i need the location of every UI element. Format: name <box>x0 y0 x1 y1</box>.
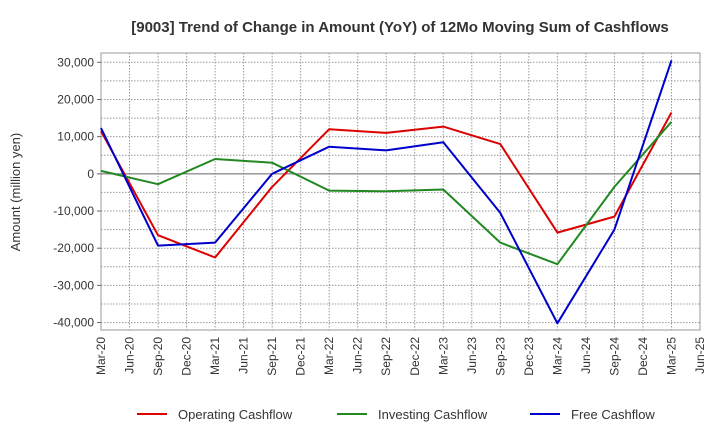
y-tick-label: 0 <box>87 167 94 181</box>
x-tick-label: Dec-22 <box>408 337 422 376</box>
plot-area: Mar-20 Jun-20 Sep-20 Dec-20 Mar-21 Jun-21 Sep-… <box>53 52 707 376</box>
x-tick-label: Jun-25 <box>693 337 707 374</box>
y-axis-label: Amount (million yen) <box>8 133 23 252</box>
x-tick-label: Sep-24 <box>607 337 621 376</box>
x-tick-label: Jun-24 <box>579 337 593 374</box>
x-tick-label: Jun-22 <box>351 337 365 374</box>
operating-cashflow-line <box>100 112 673 259</box>
x-tick-label: Sep-21 <box>265 337 279 376</box>
x-tick-label: Mar-23 <box>436 337 450 375</box>
y-tick-label: 20,000 <box>57 92 94 106</box>
operating-cashflow-legend-label: Operating Cashflow <box>178 407 293 422</box>
x-tick-label: Dec-23 <box>522 337 536 376</box>
x-tick-label: Jun-23 <box>465 337 479 374</box>
y-tick-label: -20,000 <box>53 241 94 255</box>
x-tick-label: Mar-21 <box>208 337 222 375</box>
x-tick-label: Mar-24 <box>550 337 564 375</box>
y-tick-label: -30,000 <box>53 278 94 292</box>
investing-cashflow-legend-label: Investing Cashflow <box>378 407 488 422</box>
x-tick-label: Sep-22 <box>379 337 393 376</box>
x-tick-label: Jun-20 <box>123 337 137 374</box>
x-tick-label: Jun-21 <box>237 337 251 374</box>
x-tick-label: Mar-22 <box>322 337 336 375</box>
x-tick-label: Mar-20 <box>94 337 108 375</box>
y-tick-label: -10,000 <box>53 204 94 218</box>
y-tick-label: 10,000 <box>57 130 94 144</box>
x-tick-label: Sep-20 <box>151 337 165 376</box>
chart-title: [9003] Trend of Change in Amount (YoY) o… <box>131 19 669 36</box>
x-tick-label: Dec-24 <box>636 337 650 376</box>
y-tick-label: -40,000 <box>53 316 94 330</box>
x-tick-label: Sep-23 <box>493 337 507 376</box>
y-tick-label: 30,000 <box>57 55 94 69</box>
free-cashflow-legend-label: Free Cashflow <box>571 407 655 422</box>
investing-cashflow-line <box>100 121 673 266</box>
x-tick-label: Dec-21 <box>294 337 308 376</box>
x-tick-label: Dec-20 <box>180 337 194 376</box>
legend: Operating Cashflow Investing Cashflow Free… <box>137 407 655 422</box>
x-tick-label: Mar-25 <box>664 337 678 375</box>
free-cashflow-line <box>100 60 673 325</box>
